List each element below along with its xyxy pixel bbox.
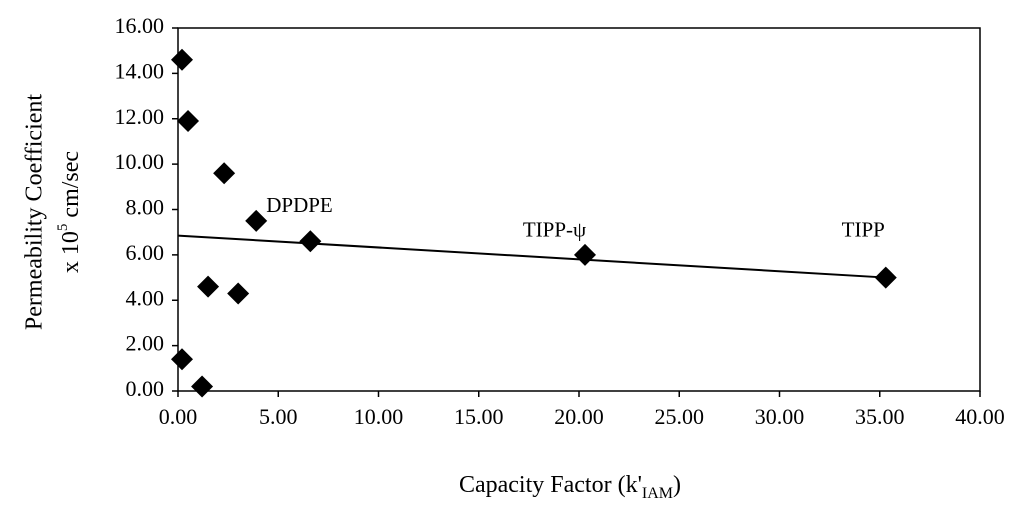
point-annotation: DPDPE	[266, 193, 333, 217]
data-point-diamond	[227, 282, 250, 305]
y-axis-title-line-1: Permeability Coefficient	[22, 94, 48, 330]
trendline-group	[177, 234, 886, 279]
data-point-diamond	[574, 243, 597, 266]
annotations-group: DPDPE TIPP-ψ TIPP	[266, 193, 885, 242]
data-point-diamond	[874, 266, 897, 289]
y-axis-ticks: 0.00 2.00 4.00 6.00 8.00 10.00 12.00 14.00 16.00	[115, 13, 178, 401]
x-axis-title-subscript: IAM	[642, 485, 673, 502]
data-point-diamond	[245, 209, 268, 232]
trendline	[177, 234, 886, 279]
data-point-diamond	[191, 375, 214, 398]
y-tick-label: 16.00	[115, 13, 165, 38]
x-axis-title-main: Capacity Factor (k'	[459, 472, 642, 498]
x-tick-label: 20.00	[554, 404, 604, 429]
y-tick-label: 6.00	[126, 240, 165, 265]
y-axis-title-exponent: 5	[55, 224, 71, 232]
x-tick-label: 40.00	[955, 404, 1005, 429]
y-tick-label: 14.00	[115, 58, 165, 83]
data-point-diamond	[213, 162, 236, 185]
x-tick-label: 15.00	[454, 404, 504, 429]
y-tick-label: 2.00	[126, 331, 165, 356]
x-tick-label: 10.00	[354, 404, 404, 429]
data-point-diamond	[177, 110, 200, 133]
point-annotation: TIPP-ψ	[523, 218, 586, 242]
y-axis-title-prefix: x 10	[58, 231, 84, 273]
data-point-diamond	[197, 275, 220, 298]
x-tick-label: 30.00	[755, 404, 805, 429]
x-tick-label: 25.00	[655, 404, 705, 429]
x-tick-label: 0.00	[159, 404, 198, 429]
y-tick-label: 0.00	[126, 376, 165, 401]
data-point-diamond	[171, 348, 194, 371]
x-axis-title: Capacity Factor (k'IAM)	[459, 472, 681, 502]
y-axis-title-line-2: x 105 cm/sec	[55, 151, 83, 273]
data-point-diamond	[299, 230, 322, 253]
y-axis-title-suffix: cm/sec	[58, 151, 84, 224]
data-point-diamond	[171, 48, 194, 71]
y-tick-label: 8.00	[126, 195, 165, 220]
x-axis-ticks: 0.00 5.00 10.00 15.00 20.00 25.00 30.00 35.00 40…	[159, 391, 1005, 429]
y-tick-label: 10.00	[115, 149, 165, 174]
y-tick-label: 12.00	[115, 104, 165, 129]
x-tick-label: 5.00	[259, 404, 298, 429]
x-axis-title-end: )	[673, 472, 681, 498]
x-tick-label: 35.00	[855, 404, 905, 429]
y-tick-label: 4.00	[126, 285, 165, 310]
point-annotation: TIPP	[842, 218, 885, 242]
data-points-group	[171, 48, 897, 398]
